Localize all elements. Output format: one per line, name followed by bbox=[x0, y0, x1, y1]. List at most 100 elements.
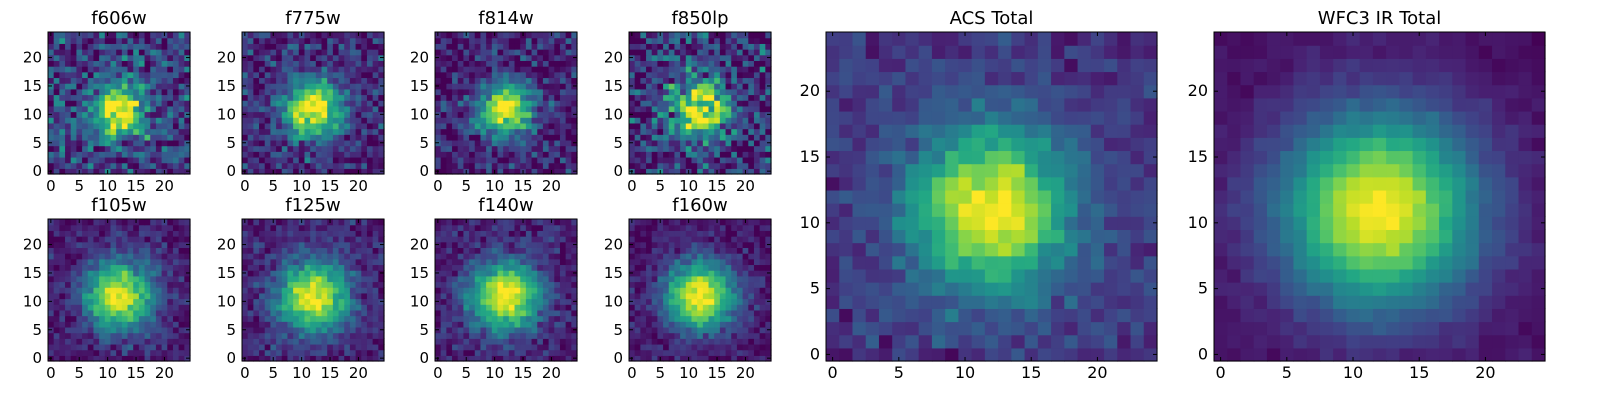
heatmap-cell bbox=[674, 54, 681, 61]
heatmap-cell bbox=[276, 326, 283, 334]
heatmap-cell bbox=[765, 321, 772, 328]
heatmap-cell bbox=[349, 230, 357, 237]
heatmap-cell bbox=[731, 111, 738, 118]
heatmap-cell bbox=[144, 151, 151, 158]
heatmap-cell bbox=[144, 77, 151, 84]
heatmap-cell bbox=[520, 338, 527, 345]
heatmap-cell bbox=[178, 77, 185, 84]
heatmap-cell bbox=[531, 338, 538, 345]
heatmap-cell bbox=[765, 88, 772, 96]
heatmap-cell bbox=[172, 224, 180, 231]
heatmap-cell bbox=[469, 224, 476, 231]
heatmap-cell bbox=[508, 88, 516, 96]
heatmap-cell bbox=[133, 253, 140, 260]
heatmap-cell bbox=[469, 343, 476, 351]
heatmap-cell bbox=[714, 321, 721, 328]
heatmap-cell bbox=[765, 315, 772, 322]
heatmap-cell bbox=[315, 168, 323, 175]
heatmap-cell bbox=[287, 292, 294, 300]
heatmap-cell bbox=[634, 270, 641, 277]
heatmap-cell bbox=[76, 236, 83, 243]
heatmap-cell bbox=[463, 275, 470, 283]
heatmap-cell bbox=[304, 236, 311, 243]
heatmap-cell bbox=[559, 105, 567, 113]
heatmap-cell bbox=[104, 264, 112, 271]
heatmap-cell bbox=[491, 343, 499, 351]
heatmap-cell bbox=[304, 343, 311, 351]
heatmap-cell bbox=[344, 168, 351, 175]
heatmap-cell bbox=[270, 321, 277, 328]
heatmap-cell bbox=[87, 71, 95, 79]
heatmap-cell bbox=[748, 122, 755, 130]
heatmap-cell bbox=[366, 77, 374, 84]
heatmap-cell bbox=[554, 117, 561, 124]
heatmap-cell bbox=[702, 156, 710, 164]
heatmap-cell bbox=[172, 309, 180, 317]
heatmap-cell bbox=[651, 275, 658, 283]
heatmap-cell bbox=[520, 105, 527, 113]
heatmap-cell bbox=[474, 338, 482, 345]
heatmap-cell bbox=[276, 321, 283, 328]
heatmap-cell bbox=[719, 162, 727, 169]
heatmap-cell bbox=[629, 77, 636, 84]
heatmap-cell bbox=[463, 88, 470, 96]
heatmap-cell bbox=[372, 292, 379, 300]
heatmap-cell bbox=[685, 122, 693, 130]
heatmap-cell bbox=[287, 128, 294, 135]
heatmap-cell bbox=[270, 281, 277, 288]
heatmap-cell bbox=[127, 151, 134, 158]
heatmap-cell bbox=[742, 117, 749, 124]
heatmap-cell bbox=[116, 326, 123, 334]
heatmap-cell bbox=[361, 230, 368, 237]
heatmap-cell bbox=[264, 258, 271, 266]
heatmap-cell bbox=[184, 281, 191, 288]
heatmap-cell bbox=[259, 117, 266, 124]
heatmap-cell bbox=[121, 275, 129, 283]
heatmap-cell bbox=[531, 349, 538, 356]
heatmap-cell bbox=[48, 332, 55, 339]
heatmap-cell bbox=[742, 122, 749, 130]
heatmap-cell bbox=[144, 253, 151, 260]
heatmap-cell bbox=[116, 156, 123, 164]
heatmap-cell bbox=[361, 122, 368, 130]
heatmap-cell bbox=[48, 151, 55, 158]
heatmap-cell bbox=[178, 309, 185, 317]
heatmap-cell bbox=[104, 270, 112, 277]
heatmap-cell bbox=[452, 54, 459, 61]
heatmap-cell bbox=[531, 77, 538, 84]
heatmap-cell bbox=[247, 77, 254, 84]
heatmap-cell bbox=[697, 49, 704, 56]
heatmap-cell bbox=[531, 156, 538, 164]
heatmap-cell bbox=[53, 156, 60, 164]
heatmap-cell bbox=[651, 315, 658, 322]
heatmap-cell bbox=[298, 94, 306, 101]
heatmap-cell bbox=[338, 43, 345, 50]
heatmap-cell bbox=[525, 287, 533, 294]
heatmap-cell bbox=[116, 139, 123, 147]
heatmap-cell bbox=[657, 83, 664, 90]
heatmap-cell bbox=[321, 343, 328, 351]
heatmap-cell bbox=[446, 77, 453, 84]
heatmap-cell bbox=[708, 60, 715, 67]
heatmap-cell bbox=[531, 94, 538, 101]
heatmap-cell bbox=[486, 343, 493, 351]
heatmap-cell bbox=[514, 32, 521, 39]
heatmap-cell bbox=[99, 100, 106, 107]
heatmap-cell bbox=[537, 247, 544, 254]
heatmap-cell bbox=[53, 32, 60, 39]
heatmap-cell bbox=[714, 111, 721, 118]
heatmap-cell bbox=[646, 355, 653, 362]
heatmap-cell bbox=[321, 281, 328, 288]
heatmap-cell bbox=[161, 145, 168, 152]
heatmap-cell bbox=[753, 349, 761, 356]
heatmap-cell bbox=[172, 83, 180, 90]
heatmap-cell bbox=[571, 247, 578, 254]
heatmap-cell bbox=[247, 219, 254, 226]
heatmap-cell bbox=[765, 122, 772, 130]
heatmap-cell bbox=[486, 49, 493, 56]
heatmap-cell bbox=[640, 128, 647, 135]
heatmap-cell bbox=[457, 43, 464, 50]
heatmap-cell bbox=[753, 326, 761, 334]
heatmap-cell bbox=[480, 230, 487, 237]
heatmap-cell bbox=[178, 88, 185, 96]
